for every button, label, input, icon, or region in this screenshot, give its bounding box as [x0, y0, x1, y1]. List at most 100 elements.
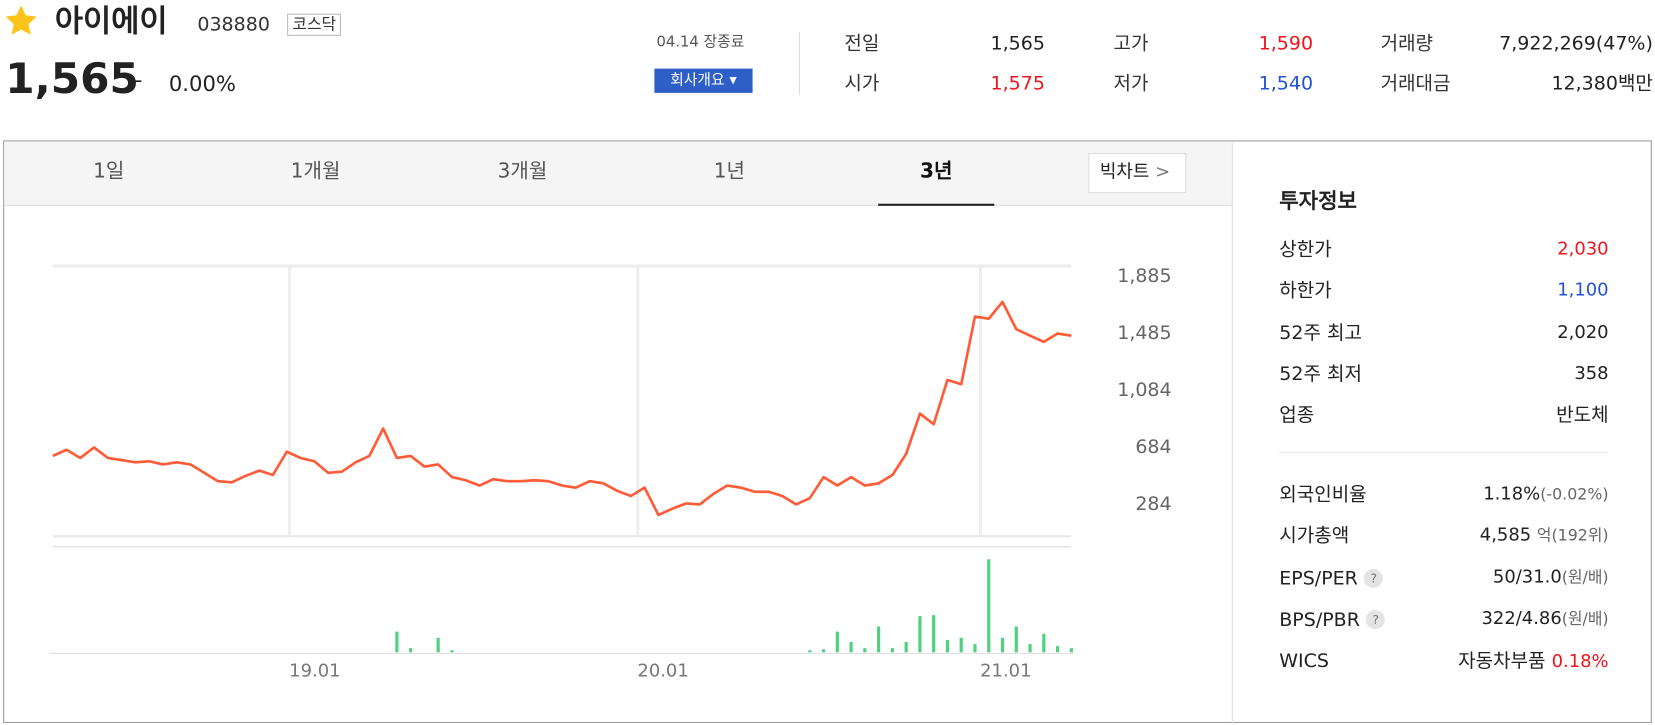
info-title: 투자정보	[1279, 187, 1357, 214]
market-status: 04.14 장종료	[656, 33, 745, 51]
help-icon[interactable]: ?	[1366, 610, 1386, 630]
volume-bar	[890, 648, 894, 653]
unit: (원/배)	[1561, 609, 1609, 629]
period-tab[interactable]: 1년	[713, 159, 745, 183]
separator	[1231, 141, 1233, 724]
x-tick-label: 20.01	[637, 661, 688, 682]
market-badge: 코스닥	[287, 13, 342, 36]
volume-bar	[877, 626, 881, 653]
x-tick-label: 21.01	[980, 661, 1031, 682]
unit: 억(192위)	[1536, 525, 1609, 545]
y-tick-label: 284	[1135, 493, 1171, 515]
info-label: 52주 최고	[1279, 321, 1362, 345]
value: 1.18%	[1483, 483, 1541, 505]
active-tab-underline	[878, 203, 995, 206]
info-label: BPS/PBR?	[1279, 609, 1386, 632]
volume-bar	[1069, 648, 1073, 653]
separator	[799, 31, 801, 95]
quote-value: 1,540	[1258, 72, 1314, 95]
value: 50/31.0	[1492, 566, 1562, 588]
volume-bar	[821, 649, 826, 653]
info-value: 반도체	[1556, 404, 1609, 427]
info-value: 자동차부품 0.18%	[1458, 652, 1608, 671]
y-tick-label: 1,485	[1117, 322, 1171, 344]
chart-panel	[3, 140, 1652, 724]
period-tab[interactable]: 3년	[920, 159, 953, 183]
volume-bar	[808, 650, 812, 653]
quote-label: 거래대금	[1380, 72, 1451, 95]
info-label: EPS/PER?	[1279, 567, 1384, 591]
company-button[interactable]: 회사개요 ▾	[654, 68, 753, 93]
volume-bar	[409, 648, 413, 653]
info-value: 1.18%(-0.02%)	[1483, 483, 1609, 505]
period-tab[interactable]: 3개월	[497, 159, 548, 183]
divider	[1279, 451, 1609, 453]
volume-bar	[1042, 633, 1046, 653]
info-value: 2,020	[1557, 321, 1609, 344]
quote-label: 전일	[844, 32, 880, 55]
value: 자동차부품	[1458, 650, 1546, 673]
label: EPS/PER	[1279, 567, 1358, 591]
volume-bar	[932, 615, 936, 653]
volume-bar	[849, 641, 853, 653]
info-value: 50/31.0(원/배)	[1492, 566, 1609, 588]
info-label: 상한가	[1279, 238, 1332, 261]
quote-label: 고가	[1113, 32, 1149, 55]
stock-name: 아이에이	[54, 3, 168, 40]
info-value: 322/4.86(원/배)	[1482, 610, 1609, 628]
quote-value: 1,565	[990, 32, 1045, 55]
volume-bar	[1055, 646, 1060, 653]
value: 322/4.86	[1481, 607, 1562, 630]
info-label: 업종	[1279, 404, 1315, 427]
volume-bar	[395, 631, 399, 653]
unit: (원/배)	[1561, 567, 1609, 587]
volume-bar	[450, 650, 454, 653]
unit: (-0.02%)	[1540, 484, 1609, 504]
quote-value: 1,590	[1258, 32, 1314, 55]
price-line	[52, 300, 1072, 517]
info-value: 2,030	[1557, 238, 1609, 260]
volume-bar	[959, 637, 963, 653]
info-value: 1,100	[1557, 279, 1609, 301]
volume-bar	[904, 641, 908, 653]
big-chart-button[interactable]: 빅차트 >	[1088, 153, 1187, 194]
info-label: 시가총액	[1279, 524, 1350, 547]
change-percent: 0.00%	[168, 70, 236, 97]
volume-bar	[1014, 626, 1018, 653]
volume-bar	[987, 559, 991, 653]
info-label: 하한가	[1279, 279, 1332, 302]
volume-bar	[835, 631, 839, 653]
stock-code: 038880	[197, 13, 270, 36]
quote-value: 7,922,269(47%)	[1499, 32, 1653, 55]
volume-bar	[1028, 644, 1032, 653]
price-chart: 19.01 20.01 21.01 1,885 1,485 1,084 684 284	[49, 264, 1172, 682]
period-tab[interactable]: 1일	[93, 159, 125, 183]
value: 4,585	[1479, 524, 1532, 546]
big-chart-label: 빅차트	[1099, 161, 1150, 183]
info-value: 4,585 억(192위)	[1479, 524, 1609, 546]
current-price: 1,565	[5, 54, 139, 104]
info-label: WICS	[1279, 650, 1329, 673]
company-button-label: 회사개요	[670, 71, 725, 89]
volume-bar	[1000, 637, 1005, 653]
favorite-star[interactable]	[3, 3, 39, 39]
y-tick-label: 1,885	[1117, 265, 1171, 287]
volume-bar	[945, 639, 950, 653]
y-tick-label: 684	[1135, 436, 1171, 458]
quote-label: 시가	[844, 72, 880, 95]
quote-label: 저가	[1113, 72, 1149, 95]
help-icon[interactable]: ?	[1364, 568, 1384, 588]
y-tick-label: 1,084	[1117, 379, 1171, 401]
info-label: 52주 최저	[1279, 363, 1362, 386]
info-value: 358	[1574, 363, 1609, 385]
change-sign: –	[130, 67, 143, 94]
volume-bar	[436, 637, 440, 653]
quote-label: 거래량	[1380, 32, 1434, 55]
volume-bar	[863, 648, 867, 653]
label: BPS/PBR	[1279, 609, 1360, 632]
change: 0.18%	[1551, 651, 1609, 673]
quote-value: 12,380백만	[1551, 72, 1653, 95]
period-tab[interactable]: 1개월	[290, 159, 341, 183]
